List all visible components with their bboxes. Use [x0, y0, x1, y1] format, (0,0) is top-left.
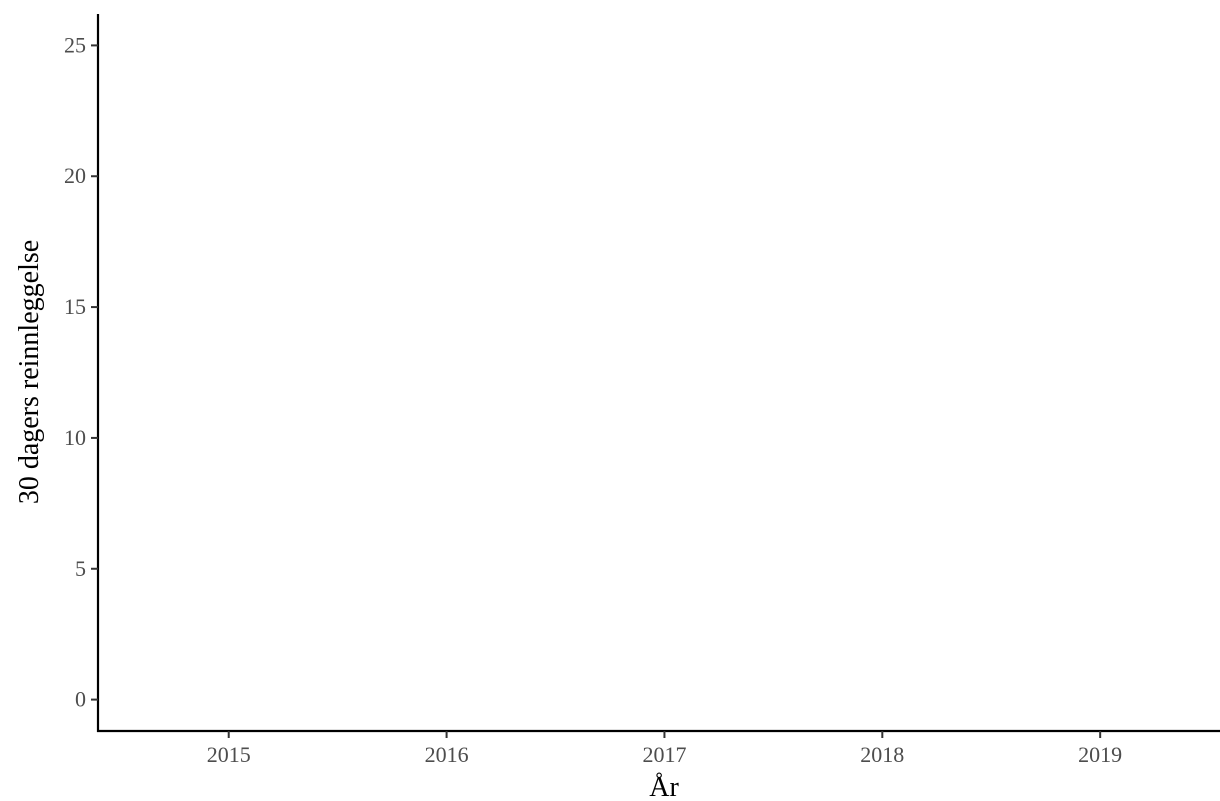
x-tick-label: 2018 — [860, 742, 904, 767]
y-tick-label: 5 — [75, 556, 86, 581]
x-tick-label: 2015 — [207, 742, 251, 767]
y-tick-label: 10 — [64, 425, 86, 450]
y-axis-title: 30 dagers reinnleggelse — [14, 240, 45, 504]
y-tick-label: 0 — [75, 687, 86, 712]
x-axis: 2015 2016 2017 2018 2019 — [97, 729, 1220, 767]
x-tick-label: 2019 — [1078, 742, 1122, 767]
y-tick-label: 25 — [64, 32, 86, 57]
x-tick-label: 2017 — [642, 742, 686, 767]
y-axis: 0 5 10 15 20 25 — [64, 14, 100, 732]
x-axis-title: År — [649, 772, 679, 801]
y-tick-label: 20 — [64, 163, 86, 188]
x-tick-label: 2016 — [425, 742, 469, 767]
y-tick-label: 15 — [64, 294, 86, 319]
